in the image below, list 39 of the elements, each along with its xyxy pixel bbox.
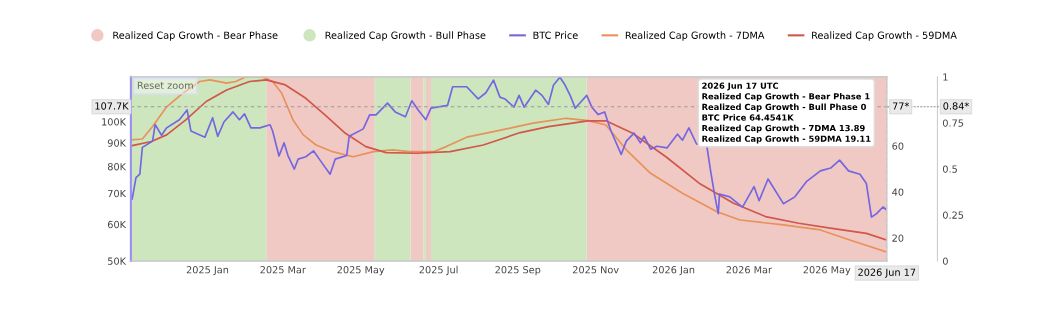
annotation: Realized Cap Growth - Bull Phase 0 [702,103,867,112]
annotation: 2026 Jun 17 UTC [702,82,779,91]
x-tick-label: 2026 Mar [726,266,772,274]
ref-line-label: 107.7K [95,102,129,110]
y3-tick-label: 1 [943,73,948,81]
annotation: Realized Cap Growth - Bear Phase 1 [702,93,870,102]
y-tick-label: 90K [107,139,127,147]
x-tick-label: 2026 Jan [652,266,695,276]
y-tick-label: 70K [108,189,127,198]
legend-label: Realized Cap Growth - Bear Phase [113,31,278,41]
x-tick-label: 2025 Mar [260,266,306,274]
y3-tick-label: 0.75 [942,119,964,127]
y3-tick-label: 0.5 [942,165,957,173]
x-tick-label: 2025 May [337,266,385,276]
y-tick-label: 50K [108,257,127,265]
y2-tick-label: 40 [892,188,904,196]
x-tick-label: 2025 Sep [495,266,541,276]
x-tick-label: 2025 Nov [572,266,619,274]
x-tick-label: 2025 Jul [419,265,458,276]
x-tick-label: 2026 May [803,266,851,276]
annotation: Reset zoom [137,81,193,89]
annotation: Realized Cap Growth - 59DMA 19.11 [702,135,871,144]
annotation: Realized Cap Growth - 7DMA 13.89 [702,124,865,133]
y3-tick-label: 0.25 [942,211,964,219]
y-tick-label: 60K [107,220,127,229]
annotation: BTC Price 64.4541K [702,114,794,121]
y3-tick-label: 0 [942,257,948,265]
text: 0.84* [943,102,969,110]
ref-line-label: 2026 Jun 17 [858,268,916,278]
legend-label: Realized Cap Growth - 59DMA [812,31,957,41]
y-tick-label: 100K [102,118,127,126]
legend-label: Realized Cap Growth - Bull Phase [325,31,486,41]
y2-tick-label: 60 [892,142,904,150]
x-tick-label: 2025 Jan [186,266,229,276]
text: 77* [892,102,910,110]
legend-label: Realized Cap Growth - 7DMA [625,31,765,41]
y-tick-label: 80K [107,163,127,171]
y2-tick-label: 20 [892,234,904,242]
legend-label: BTC Price [533,31,578,39]
